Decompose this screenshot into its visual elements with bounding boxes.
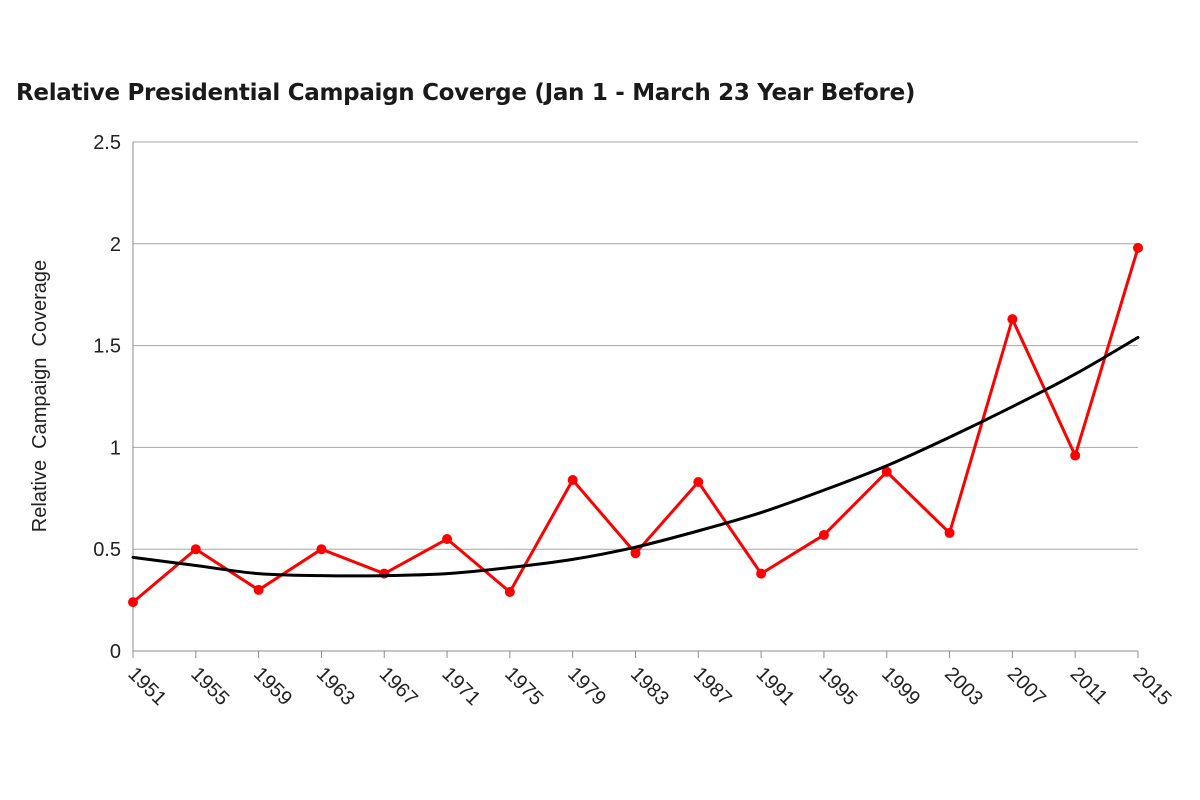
x-tick-label: 1983	[626, 663, 673, 710]
data-point	[128, 597, 138, 608]
series	[128, 242, 1143, 608]
data-point	[1070, 450, 1081, 461]
x-tick-label: 1991	[752, 663, 799, 710]
x-tick-label: 1995	[814, 663, 861, 710]
data-point	[944, 527, 955, 538]
x-tick-label: 1971	[438, 663, 485, 710]
x-tick-label: 1963	[312, 663, 359, 710]
x-tick-label: 1979	[563, 663, 610, 710]
x-tick-label: 2015	[1128, 663, 1175, 710]
y-tick-label: 1	[110, 437, 121, 459]
data-point	[756, 568, 767, 579]
data-point	[316, 544, 327, 555]
data-point	[818, 529, 829, 540]
data-point	[1133, 242, 1143, 253]
data-point	[630, 548, 641, 559]
x-tick-label: 1955	[186, 663, 233, 710]
data-point	[1007, 314, 1018, 325]
data-point	[881, 466, 892, 477]
x-tick-label: 1959	[249, 663, 296, 710]
y-tick-label: 0	[110, 641, 121, 663]
y-tick-label: 1.5	[93, 336, 121, 358]
x-tick-label: 1951	[123, 663, 170, 710]
axes	[132, 142, 1139, 658]
x-tick-label: 1987	[689, 663, 736, 710]
data-point	[190, 544, 201, 555]
x-tick-label: 2003	[940, 663, 987, 710]
data-point	[442, 534, 453, 545]
y-tick-label: 0.5	[93, 539, 121, 561]
y-tick-labels: 0 0.5 1 1.5 2 2.5	[93, 132, 121, 663]
y-tick-label: 2.5	[93, 132, 121, 154]
y-tick-label: 2	[110, 234, 121, 256]
x-tick-label: 2007	[1003, 663, 1050, 710]
x-tick-label: 1967	[375, 663, 422, 710]
data-point	[504, 586, 515, 597]
x-tick-label: 2011	[1066, 663, 1112, 709]
grid-lines	[133, 141, 1138, 550]
x-tick-labels: 1951 1955 1959 1963 1967 1971 1975 1979 1983 1987…	[123, 663, 1175, 710]
data-point	[253, 584, 264, 595]
trendline	[131, 335, 1140, 578]
chart-title: Relative Presidential Campaign Coverge (…	[16, 80, 916, 106]
data-point	[693, 477, 704, 488]
x-tick-label: 1999	[877, 663, 924, 710]
y-axis-label: Relative Campaign Coverage	[29, 260, 51, 532]
x-tick-label: 1975	[500, 663, 547, 710]
data-point	[567, 474, 578, 485]
